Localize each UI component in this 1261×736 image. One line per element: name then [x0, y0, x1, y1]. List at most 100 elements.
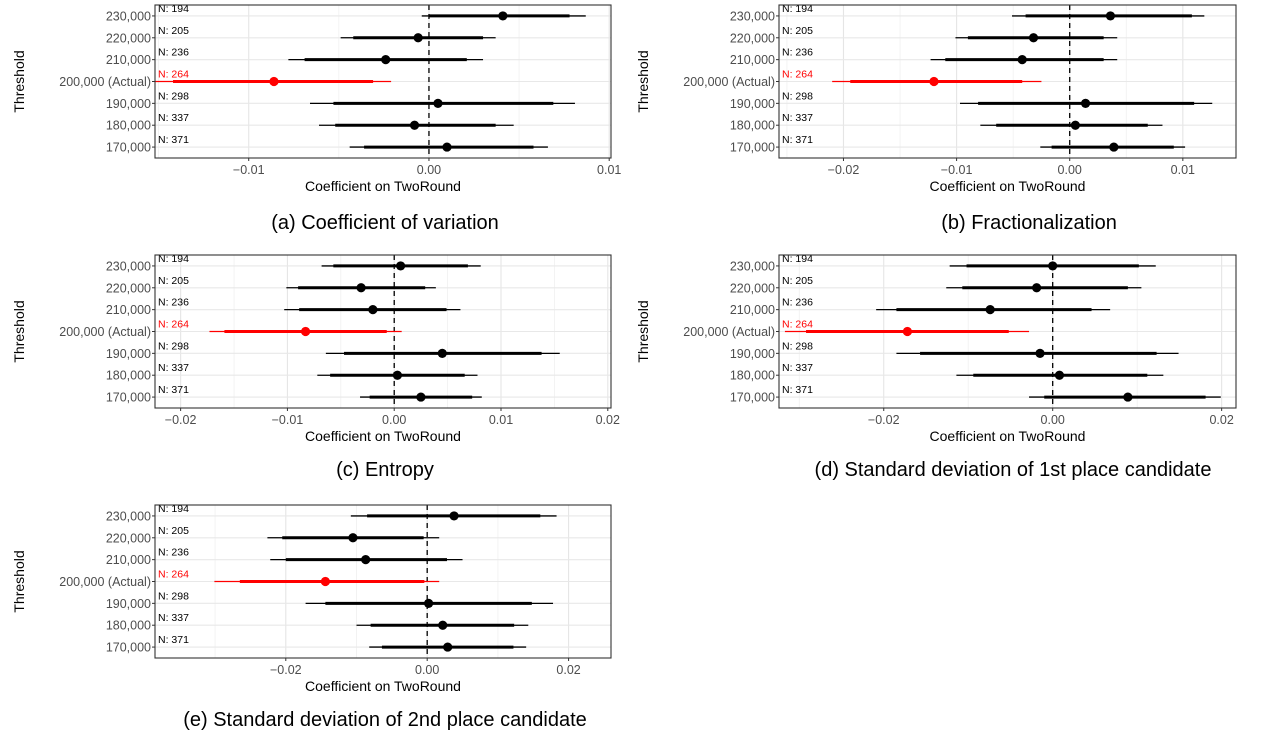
point-estimate	[361, 555, 371, 565]
coef-panel: N: 194 230,000 N: 205 220,000 N: 236 210,000 N…	[11, 253, 620, 481]
x-tick-label: 0.02	[556, 663, 580, 677]
x-axis-title: Coefficient on TwoRound	[930, 178, 1086, 194]
point-estimate	[368, 305, 378, 315]
point-estimate	[437, 348, 447, 358]
point-estimate	[356, 283, 366, 293]
sample-size-label: N: 298	[158, 590, 189, 602]
sample-size-label: N: 194	[158, 253, 189, 265]
coef-panel: N: 194 230,000 N: 205 220,000 N: 236 210,000 N…	[635, 253, 1237, 481]
point-estimate	[1105, 11, 1116, 21]
sample-size-label: N: 264	[158, 569, 189, 581]
sample-size-label: N: 371	[158, 134, 189, 146]
point-estimate	[396, 261, 406, 271]
coef-panel: N: 194 230,000 N: 205 220,000 N: 236 210,000 N…	[11, 3, 621, 234]
y-tick-label: 170,000	[106, 641, 151, 655]
y-tick-label: 200,000 (Actual)	[683, 325, 775, 339]
x-axis-title: Coefficient on TwoRound	[305, 678, 461, 694]
y-tick-label: 210,000	[730, 303, 775, 317]
panel-caption: (d) Standard deviation of 1st place cand…	[815, 459, 1212, 481]
x-axis-title: Coefficient on TwoRound	[930, 428, 1086, 444]
point-estimate	[433, 98, 443, 108]
y-tick-label: 200,000 (Actual)	[59, 75, 151, 89]
sample-size-label: N: 337	[158, 362, 189, 374]
sample-size-label: N: 236	[158, 297, 189, 309]
y-tick-label: 170,000	[730, 391, 775, 405]
y-tick-label: 180,000	[106, 369, 151, 383]
y-tick-label: 220,000	[106, 281, 151, 295]
point-estimate	[438, 620, 448, 630]
y-tick-label: 170,000	[106, 391, 151, 405]
sample-size-label: N: 371	[158, 634, 189, 646]
y-tick-label: 190,000	[106, 347, 151, 361]
sample-size-label: N: 337	[158, 112, 189, 124]
y-tick-label: 230,000	[730, 259, 775, 273]
y-axis-title: Threshold	[11, 550, 27, 612]
x-tick-label: −0.02	[828, 163, 860, 177]
y-tick-label: 230,000	[106, 9, 151, 23]
sample-size-label: N: 236	[782, 47, 813, 59]
y-tick-label: 170,000	[106, 141, 151, 155]
x-tick-label: 0.01	[489, 413, 513, 427]
x-tick-label: 0.01	[1171, 163, 1195, 177]
sample-size-label: N: 371	[158, 384, 189, 396]
panel-border	[154, 4, 612, 159]
y-tick-label: 220,000	[730, 281, 775, 295]
point-estimate	[442, 142, 452, 152]
x-tick-label: 0.00	[1041, 413, 1065, 427]
x-tick-label: −0.01	[272, 413, 304, 427]
sample-size-label: N: 194	[782, 253, 813, 265]
x-tick-label: 0.00	[1058, 163, 1082, 177]
sample-size-label: N: 194	[782, 3, 813, 15]
y-tick-label: 210,000	[106, 53, 151, 67]
panel-border	[154, 254, 612, 409]
y-axis-title: Threshold	[635, 300, 651, 362]
point-estimate	[449, 511, 459, 521]
sample-size-label: N: 264	[158, 319, 189, 331]
point-estimate	[1017, 55, 1027, 65]
y-tick-label: 220,000	[106, 31, 151, 45]
x-tick-label: 0.02	[596, 413, 620, 427]
sample-size-label: N: 205	[158, 275, 189, 287]
sample-size-label: N: 337	[782, 112, 813, 124]
y-tick-label: 210,000	[106, 553, 151, 567]
y-tick-label: 200,000 (Actual)	[683, 75, 775, 89]
sample-size-label: N: 205	[158, 525, 189, 537]
point-estimate	[1032, 283, 1042, 293]
y-tick-label: 180,000	[106, 619, 151, 633]
y-tick-label: 220,000	[730, 31, 775, 45]
point-estimate	[348, 533, 358, 543]
sample-size-label: N: 264	[158, 69, 189, 81]
sample-size-label: N: 194	[158, 3, 189, 15]
y-axis-title: Threshold	[635, 50, 651, 112]
point-estimate	[392, 370, 403, 380]
point-estimate	[1123, 392, 1133, 402]
x-tick-label: −0.01	[941, 163, 973, 177]
sample-size-label: N: 236	[158, 47, 189, 59]
panel-caption: (a) Coefficient of variation	[271, 212, 499, 234]
panel-border	[778, 254, 1237, 409]
point-estimate	[381, 55, 391, 65]
y-tick-label: 200,000 (Actual)	[59, 575, 151, 589]
point-estimate	[1048, 261, 1058, 271]
y-tick-label: 220,000	[106, 531, 151, 545]
panel-border	[778, 4, 1237, 159]
sample-size-label: N: 205	[782, 275, 813, 287]
y-tick-label: 230,000	[730, 9, 775, 23]
point-estimate	[1070, 120, 1080, 130]
sample-size-label: N: 298	[158, 90, 189, 102]
x-tick-label: 0.00	[417, 163, 441, 177]
x-tick-label: −0.02	[270, 663, 302, 677]
sample-size-label: N: 298	[158, 340, 189, 352]
panel-border	[154, 504, 612, 659]
sample-size-label: N: 205	[158, 25, 189, 37]
point-estimate	[443, 642, 453, 652]
y-tick-label: 180,000	[106, 119, 151, 133]
x-tick-label: −0.02	[165, 413, 197, 427]
panel-caption: (b) Fractionalization	[941, 212, 1117, 234]
y-axis-title: Threshold	[11, 50, 27, 112]
sample-size-label: N: 337	[782, 362, 813, 374]
point-estimate	[985, 305, 995, 315]
point-estimate	[1080, 98, 1091, 108]
coef-panel: N: 194 230,000 N: 205 220,000 N: 236 210,000 N…	[11, 503, 612, 731]
